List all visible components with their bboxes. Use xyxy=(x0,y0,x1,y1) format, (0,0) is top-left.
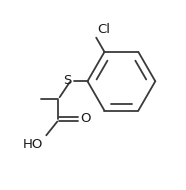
Text: O: O xyxy=(81,112,91,125)
Text: Cl: Cl xyxy=(97,23,110,36)
Text: S: S xyxy=(63,74,71,87)
Text: HO: HO xyxy=(23,138,44,151)
